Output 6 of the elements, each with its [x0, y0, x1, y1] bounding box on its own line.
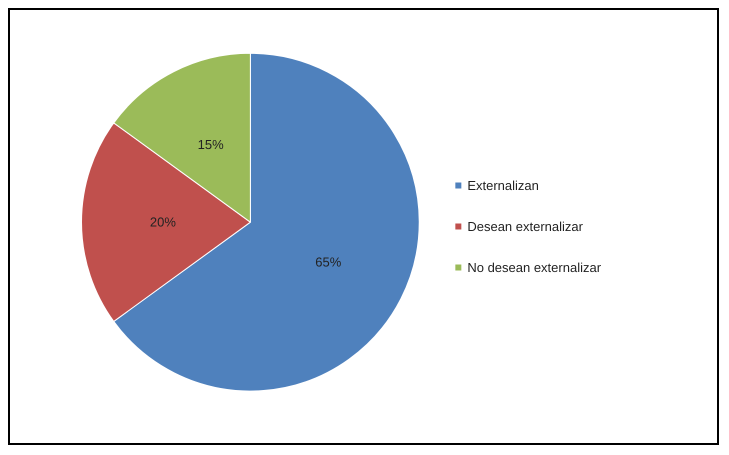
legend-label: Desean externalizar: [467, 219, 584, 234]
data-label: 20%: [150, 214, 176, 230]
data-label: 15%: [198, 136, 224, 152]
data-label: 65%: [315, 254, 342, 270]
legend-label: Externalizan: [467, 178, 539, 193]
legend-label: No desean externalizar: [467, 260, 602, 275]
